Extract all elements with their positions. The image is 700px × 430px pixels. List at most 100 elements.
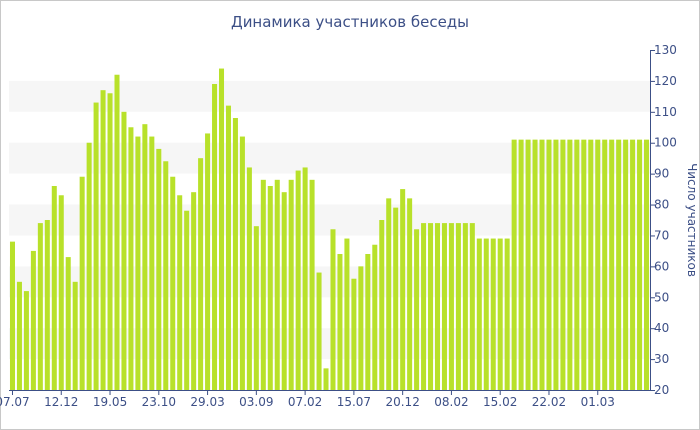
- bar: [428, 223, 434, 390]
- bar: [407, 198, 413, 390]
- bar: [560, 139, 566, 390]
- y-tick-label: 100: [654, 136, 677, 150]
- bar: [170, 176, 176, 390]
- bar: [532, 139, 538, 390]
- bar: [483, 238, 489, 390]
- y-tick-label: 90: [654, 167, 669, 181]
- x-tick-label: 07.02: [288, 395, 322, 409]
- bar: [372, 244, 378, 390]
- bar: [309, 179, 315, 390]
- bar: [184, 210, 190, 390]
- bar: [100, 90, 106, 391]
- bar: [434, 223, 441, 390]
- bar: [219, 68, 225, 391]
- bar: [504, 238, 510, 390]
- bar: [79, 176, 85, 390]
- bar: [623, 139, 629, 390]
- bar: [281, 192, 287, 390]
- y-tick-label: 50: [654, 290, 669, 304]
- bar: [602, 139, 608, 390]
- bar: [386, 198, 392, 390]
- bar: [246, 167, 252, 390]
- bar: [149, 136, 155, 390]
- bar: [239, 136, 245, 390]
- bar: [9, 241, 15, 390]
- y-tick-label: 40: [654, 321, 669, 335]
- y-tick-label: 110: [654, 105, 677, 119]
- x-tick-label: 19.05: [93, 395, 127, 409]
- bar: [107, 93, 113, 391]
- bar: [316, 272, 322, 390]
- y-tick-label: 20: [654, 383, 669, 397]
- bar: [358, 266, 364, 390]
- chart-title: Динамика участников беседы: [230, 13, 470, 31]
- x-tick-label: 15.07: [337, 395, 371, 409]
- x-tick-label: 12.12: [44, 395, 78, 409]
- bar-series: [9, 68, 650, 391]
- bar: [58, 195, 64, 390]
- bar: [225, 105, 231, 390]
- bar: [163, 161, 169, 390]
- bar: [553, 139, 559, 390]
- bar: [476, 238, 482, 390]
- bar: [365, 254, 371, 390]
- bar: [323, 368, 329, 390]
- bar: [30, 250, 36, 390]
- x-tick-label: 23.10: [142, 395, 176, 409]
- bar: [414, 229, 420, 390]
- bar: [23, 291, 29, 390]
- bar: [609, 139, 615, 390]
- bar: [86, 142, 92, 390]
- y-tick-label: 130: [654, 43, 677, 57]
- y-axis-title: Число участников: [685, 163, 699, 277]
- x-tick-label: 01.03: [581, 395, 615, 409]
- bar: [490, 238, 496, 390]
- bar: [469, 223, 475, 390]
- x-axis-ticks: 07.07 12.12 19.05 23.10 29.03 03.09 07.02 15.07…: [0, 390, 615, 409]
- bar: [177, 195, 183, 390]
- bar: [93, 102, 99, 391]
- bar: [16, 281, 22, 390]
- bar: [448, 223, 454, 390]
- x-tick-label: 15.02: [483, 395, 517, 409]
- bar: [574, 139, 580, 390]
- bar: [232, 118, 238, 390]
- bar: [205, 133, 211, 390]
- bar: [198, 158, 204, 390]
- x-tick-label: 29.03: [190, 395, 224, 409]
- bar: [330, 229, 336, 390]
- bar: [567, 139, 573, 390]
- bar: [421, 223, 427, 390]
- bar: [546, 139, 552, 390]
- x-tick-label: 22.02: [532, 395, 566, 409]
- y-tick-label: 80: [654, 198, 669, 212]
- bar: [37, 223, 43, 390]
- bar: [302, 167, 308, 390]
- y-axis-ticks: 20 30 40 50 60 70 80 90 100 110 120 130: [650, 43, 677, 397]
- bar: [72, 281, 78, 390]
- bar: [539, 139, 545, 390]
- bar: [379, 220, 385, 390]
- bar: [44, 220, 50, 390]
- bar: [630, 139, 636, 390]
- bar: [121, 111, 127, 390]
- bar: [260, 179, 266, 390]
- bar: [135, 136, 141, 390]
- bar: [595, 139, 601, 390]
- axes: [9, 50, 651, 391]
- bar: [455, 223, 461, 390]
- bar: [274, 179, 280, 390]
- x-tick-label: 08.02: [434, 395, 468, 409]
- x-tick-label: 07.07: [0, 395, 30, 409]
- bar: [128, 127, 134, 391]
- bar: [295, 170, 301, 390]
- bar: [400, 189, 406, 390]
- bar: [616, 139, 622, 390]
- bar: [212, 84, 218, 390]
- bar: [191, 192, 197, 390]
- bar: [644, 139, 650, 390]
- bar: [51, 186, 57, 390]
- bar: [462, 223, 468, 390]
- y-tick-label: 70: [654, 228, 669, 242]
